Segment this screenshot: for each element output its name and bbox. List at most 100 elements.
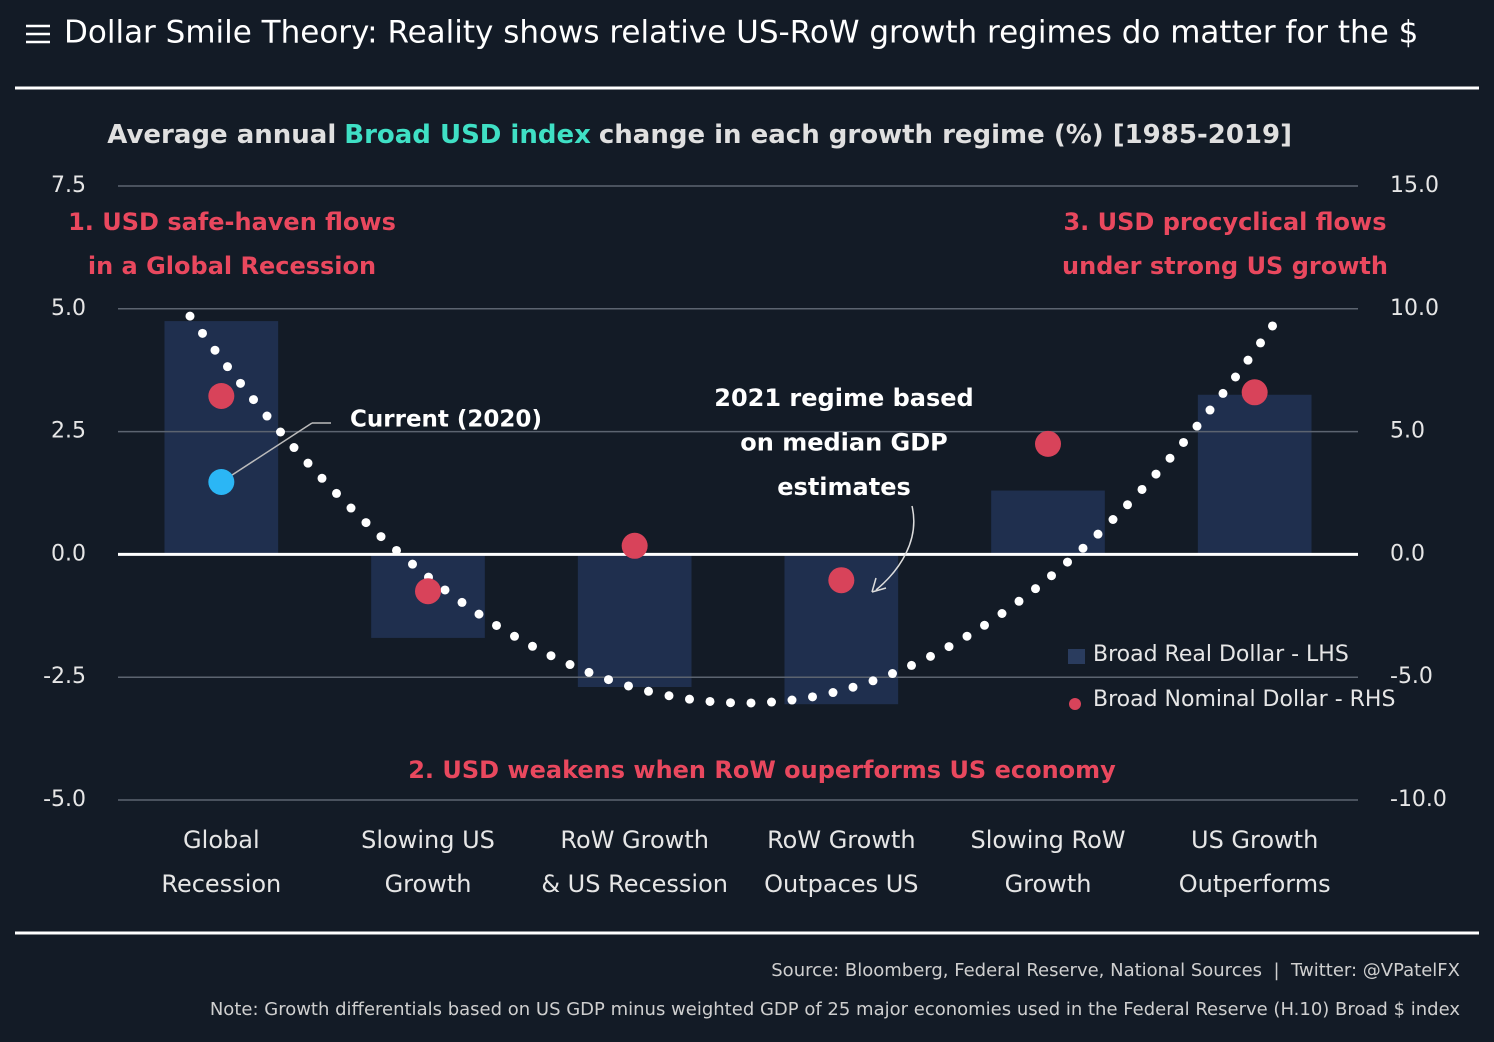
smile-dot	[1192, 421, 1202, 431]
x-tick-label: RoW Growth	[560, 826, 709, 854]
smile-dot	[1014, 596, 1024, 606]
smile-dot	[492, 620, 501, 630]
note: Note: Growth differentials based on US G…	[210, 999, 1461, 1020]
smile-dot	[848, 682, 858, 692]
current-dot	[208, 468, 235, 495]
smile-dot	[1165, 453, 1175, 463]
smile-dot	[440, 585, 450, 595]
smile-dot	[236, 378, 245, 388]
smile-dot	[1063, 557, 1072, 567]
smile-dot	[408, 559, 417, 569]
smile-dot	[249, 395, 258, 405]
smile-dot	[1123, 500, 1132, 510]
smile-dot	[262, 411, 272, 421]
smile-dot	[1243, 355, 1253, 365]
smile-dot	[457, 597, 467, 607]
annotation: 1. USD safe-haven flows	[68, 208, 396, 236]
grid	[118, 185, 1358, 801]
smile-dot	[1078, 543, 1088, 553]
smile-dot	[808, 692, 817, 702]
y-tick-label: -5.0	[43, 787, 86, 812]
smile-dot	[528, 641, 537, 651]
smile-dot	[303, 458, 313, 468]
y2-tick-label: -10.0	[1390, 787, 1447, 812]
smile-dot	[767, 697, 776, 707]
x-tick-label: Slowing RoW	[971, 826, 1126, 854]
smile-dot	[1151, 469, 1161, 479]
x-tick-label: Outpaces US	[764, 870, 918, 898]
smile-dot	[997, 609, 1007, 619]
smile-dot	[565, 660, 575, 670]
x-tick-label: Growth	[1005, 870, 1092, 898]
smile-dot	[1093, 529, 1103, 539]
smile-dot	[361, 518, 371, 528]
smile-dot	[962, 631, 972, 641]
smile-dot	[1031, 584, 1040, 594]
dot	[415, 578, 441, 605]
bar	[577, 554, 692, 688]
y2-tick-label: 15.0	[1390, 173, 1439, 198]
x-tick-label: Growth	[385, 870, 472, 898]
legend-swatch	[1068, 649, 1085, 664]
annotation: in a Global Recession	[88, 252, 376, 280]
y2-tick-label: 5.0	[1390, 419, 1425, 444]
annotation: 3. USD procyclical flows	[1063, 208, 1386, 236]
smile-dot	[926, 651, 935, 661]
smile-dot	[474, 609, 484, 619]
subtitle-part: Average annual	[107, 120, 336, 150]
smile-dot	[376, 532, 386, 542]
smile-dot	[624, 681, 633, 691]
bar	[1197, 394, 1312, 555]
y-tick-label: -2.5	[43, 664, 86, 689]
current-label: Current (2020)	[350, 407, 542, 433]
smile-dot	[584, 667, 594, 677]
smile-dot	[1108, 515, 1118, 525]
title: Dollar Smile Theory: Reality shows relat…	[64, 15, 1418, 51]
annotation: on median GDP	[740, 429, 947, 457]
smile-dot	[289, 443, 299, 453]
dot	[208, 382, 235, 409]
smile-dot	[726, 698, 735, 708]
annotation: 2. USD weakens when RoW ouperforms US ec…	[408, 756, 1116, 784]
y-tick-label: 5.0	[51, 296, 86, 321]
smile-dot	[1137, 484, 1147, 494]
smile-dot	[1218, 388, 1228, 398]
subtitle-highlight: Broad USD index	[344, 120, 591, 150]
smile-dot	[276, 427, 285, 437]
smile-dot	[685, 694, 694, 704]
legend-label: Broad Real Dollar - LHS	[1093, 642, 1349, 667]
smile-dot	[510, 631, 519, 641]
smile-dot	[980, 620, 989, 630]
smile-dot	[392, 545, 401, 555]
smile-dot	[546, 651, 556, 661]
smile-dot	[787, 695, 797, 705]
y-tick-label: 2.5	[51, 419, 86, 444]
y-tick-label: 0.0	[51, 541, 86, 566]
legend-label: Broad Nominal Dollar - RHS	[1093, 687, 1395, 712]
dot	[621, 532, 648, 559]
y2-tick-label: 0.0	[1390, 541, 1425, 566]
source: Source: Bloomberg, Federal Reserve, Nati…	[771, 960, 1460, 981]
annotation-arrow	[871, 577, 887, 593]
bar	[991, 490, 1105, 555]
smile-dot	[868, 676, 878, 686]
menu-icon	[26, 24, 50, 44]
x-tick-label: Recession	[161, 870, 281, 898]
smile-dot	[317, 473, 327, 483]
subtitle-part: change in each growth regime (%) [1985-2…	[599, 120, 1292, 150]
dot	[1241, 379, 1268, 406]
smile-dot	[907, 660, 916, 670]
legend-swatch	[1069, 698, 1081, 710]
bar	[164, 321, 279, 555]
x-tick-label: US Growth	[1191, 826, 1318, 854]
smile-dot	[1205, 405, 1215, 415]
smile-dot	[1179, 437, 1188, 447]
smile-dot	[1256, 338, 1265, 348]
smile-dot	[223, 362, 232, 372]
annotation: estimates	[777, 473, 911, 501]
smile-dot	[888, 669, 897, 679]
smile-dot	[332, 488, 341, 498]
smile-dot	[210, 345, 220, 355]
x-tick-label: Global	[183, 826, 260, 854]
x-tick-label: & US Recession	[541, 870, 728, 898]
